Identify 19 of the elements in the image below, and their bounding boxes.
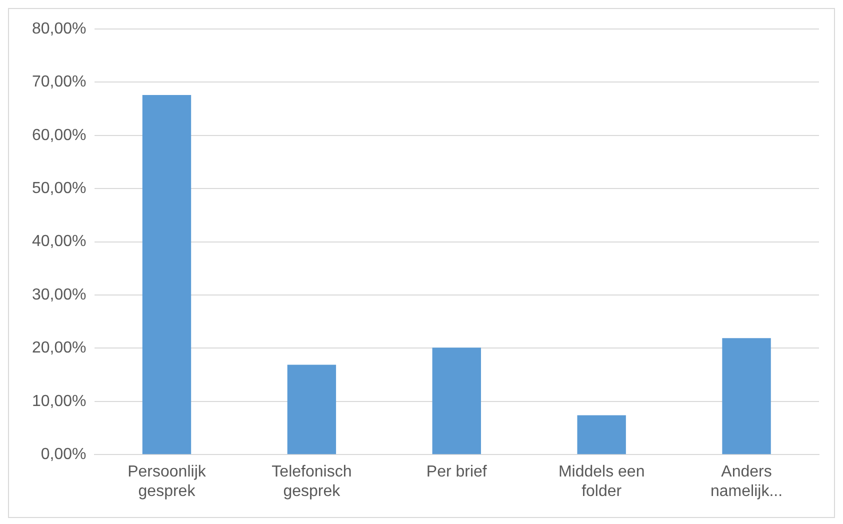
- y-tick-label: 10,00%: [32, 392, 86, 410]
- bar: [287, 364, 336, 454]
- y-tick-label: 30,00%: [32, 286, 86, 304]
- y-tick-label: 80,00%: [32, 20, 86, 38]
- x-tick-label: Anders namelijk...: [710, 464, 783, 500]
- bar: [722, 338, 771, 454]
- x-tick-label: Per brief: [426, 464, 488, 481]
- bar: [432, 348, 481, 454]
- x-tick-label: Persoonlijk gesprek: [128, 464, 207, 500]
- bar: [142, 94, 192, 454]
- x-tick-label: Telefonisch gesprek: [272, 464, 352, 500]
- x-tick-label: Middels een folder: [558, 464, 645, 500]
- y-tick-label: 20,00%: [32, 340, 86, 357]
- y-tick-label: 40,00%: [32, 233, 86, 250]
- bar: [577, 415, 626, 454]
- y-tick-label: 50,00%: [32, 180, 86, 198]
- y-tick-label: 70,00%: [32, 74, 86, 91]
- y-tick-label: 0,00%: [40, 446, 86, 464]
- y-tick-label: 60,00%: [32, 126, 86, 144]
